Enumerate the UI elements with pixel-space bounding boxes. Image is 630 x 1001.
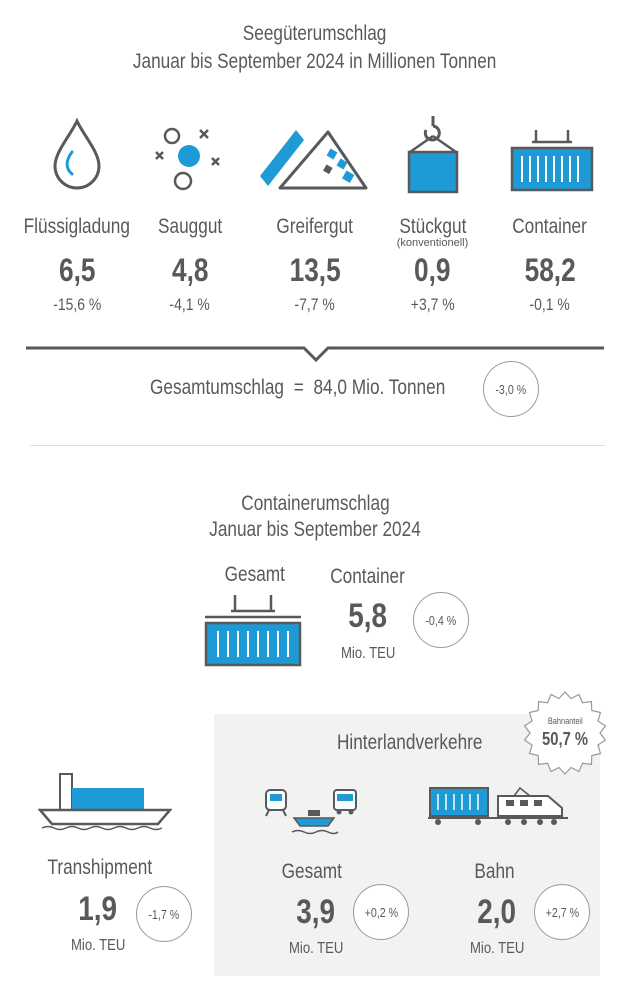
category-value-stueckgut: 0,9	[414, 252, 451, 288]
summary-bracket-line	[26, 346, 604, 363]
section-divider	[30, 445, 605, 446]
total-change-badge: -3,0 %	[483, 361, 539, 417]
hinterland-transport-icon	[265, 789, 357, 835]
rail-train-icon	[428, 786, 568, 825]
hinterland-panel	[214, 714, 600, 976]
hinterland-bahn-unit: Mio. TEU	[469, 940, 525, 957]
hinterland-title: Hinterlandverkehre	[337, 731, 483, 754]
total-label: Gesamtumschlag	[150, 376, 284, 399]
hinterland-bahn-label: Bahn	[474, 860, 516, 883]
category-label-container: Container	[512, 215, 588, 238]
container-icon	[510, 130, 594, 192]
category-value-fluessigladung: 6,5	[58, 252, 96, 288]
category-value-container: 58,2	[524, 252, 576, 288]
transhipment-change-badge: -1,7 %	[136, 886, 192, 942]
hinterland-bahn-value: 2,0	[477, 893, 517, 931]
bahnanteil-badge-icon	[523, 691, 607, 775]
hinterland-gesamt-value: 3,9	[296, 893, 336, 931]
category-change-stueckgut: +3,7 %	[410, 295, 455, 314]
category-label-stueckgut: Stückgut	[398, 215, 467, 238]
transhipment-value: 1,9	[78, 890, 118, 928]
category-sublabel-stueckgut: (konventionell)	[396, 237, 469, 249]
hinterland-gesamt-label: Gesamt	[281, 860, 343, 883]
transhipment-unit: Mio. TEU	[70, 937, 126, 954]
container-gesamt-icon	[204, 595, 302, 667]
category-change-container: -0,1 %	[529, 295, 571, 314]
total-equals: =	[293, 376, 304, 399]
bahnanteil-value: 50,7 %	[542, 729, 588, 749]
total-value: 84,0 Mio. Tonnen	[313, 376, 446, 399]
category-value-greifergut: 13,5	[289, 252, 341, 288]
container-unit: Mio. TEU	[340, 645, 396, 662]
category-label-sauggut: Sauggut	[157, 215, 223, 238]
category-change-sauggut: -4,1 %	[169, 295, 211, 314]
transhipment-label: Transhipment	[47, 856, 153, 879]
category-value-sauggut: 4,8	[171, 252, 209, 288]
container-gesamt-label: Gesamt	[224, 563, 286, 586]
category-change-fluessigladung: -15,6 %	[52, 295, 102, 314]
bahnanteil-label: Bahnanteil	[547, 716, 583, 726]
bulk-goods-icon	[260, 130, 368, 190]
hinterland-gesamt-change-badge: +0,2 %	[353, 884, 409, 940]
ship-icon	[38, 773, 172, 831]
container-container-label: Container	[330, 565, 406, 588]
seegueter-title-line2: Januar bis September 2024 in Millionen T…	[133, 50, 497, 73]
category-label-fluessigladung: Flüssigladung	[23, 215, 131, 238]
liquid-drop-icon	[53, 118, 101, 190]
crane-hook-icon	[407, 116, 459, 194]
container-value: 5,8	[348, 597, 388, 635]
hinterland-bahn-change-badge: +2,7 %	[534, 884, 590, 940]
container-title-line1: Containerumschlag	[240, 492, 390, 515]
container-title-line2: Januar bis September 2024	[209, 518, 421, 541]
seegueter-title-line1: Seegüterumschlag	[243, 22, 387, 45]
container-change-badge: -0,4 %	[413, 592, 469, 648]
suction-goods-icon	[155, 127, 220, 191]
hinterland-gesamt-unit: Mio. TEU	[288, 940, 344, 957]
category-label-greifergut: Greifergut	[276, 215, 354, 238]
total-line: Gesamtumschlag = 84,0 Mio. Tonnen	[150, 376, 480, 400]
category-change-greifergut: -7,7 %	[294, 295, 336, 314]
